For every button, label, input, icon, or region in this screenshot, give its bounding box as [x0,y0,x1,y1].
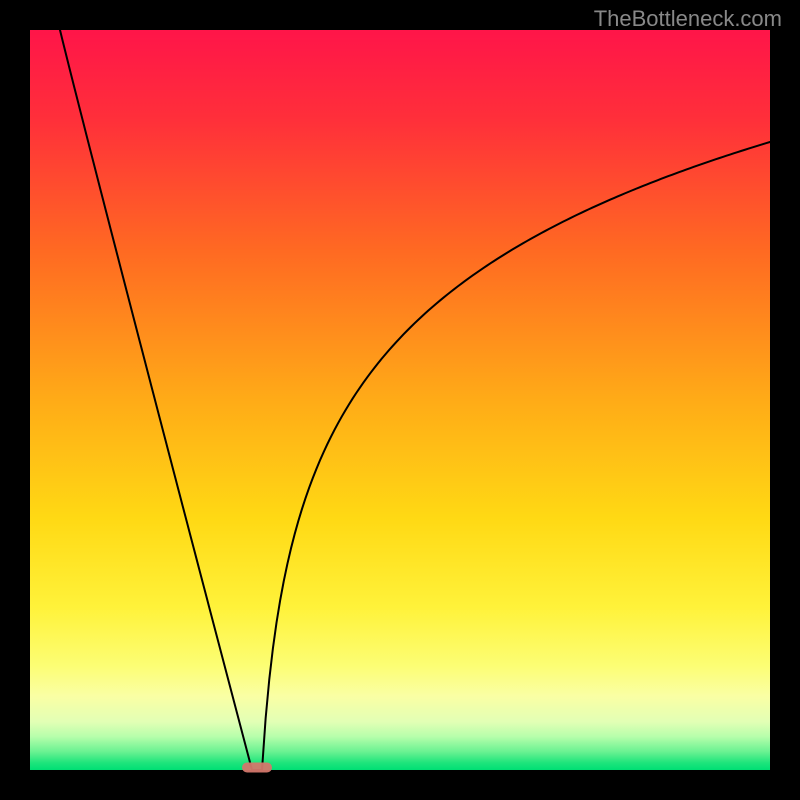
chart-container: TheBottleneck.com [0,0,800,800]
minimum-marker [242,763,272,773]
bottleneck-chart [0,0,800,800]
plot-background [30,30,770,770]
source-watermark: TheBottleneck.com [594,6,782,32]
